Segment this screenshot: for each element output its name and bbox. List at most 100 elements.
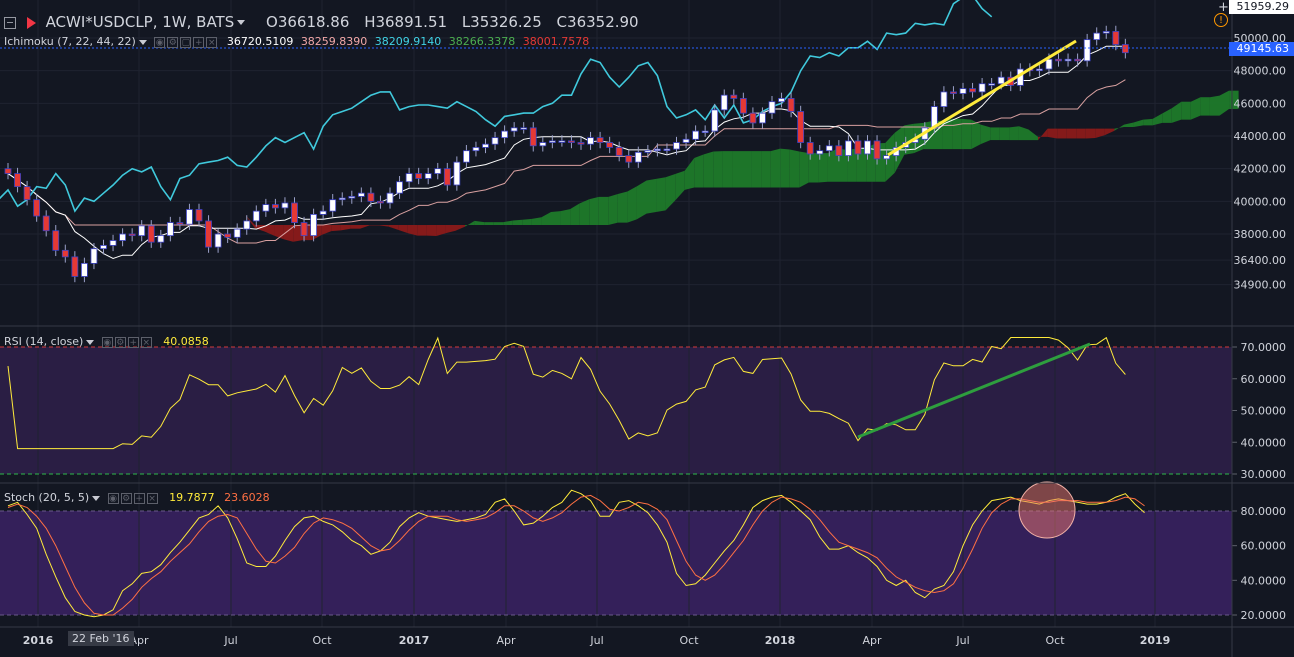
rsi-pane[interactable] [0,336,1232,475]
candle-up [816,150,824,155]
format-icon[interactable]: ▢ [180,36,192,48]
candle-up [692,130,699,140]
cloud-segment-bull [1209,95,1220,116]
price-tick-label: 38000.00 [1234,228,1287,241]
ichimoku-lines [0,0,1126,260]
candle-up [634,151,642,163]
eye-icon[interactable]: ◉ [154,36,166,48]
candle-down [33,199,41,217]
collapse-icon[interactable] [4,16,16,29]
ichimoku-label[interactable]: Ichimoku (7, 22, 44, 22) [4,35,136,48]
ichimoku-caret-icon[interactable] [138,39,147,45]
settings-icon[interactable]: ⚙ [167,36,179,48]
highlight-circle [1018,481,1076,539]
rsi-caret-icon[interactable] [86,339,95,345]
stoch-remove-icon[interactable]: × [146,492,158,504]
stoch-label[interactable]: Stoch (20, 5, 5) [4,491,90,504]
stoch-caret-icon[interactable] [92,495,101,501]
symbol-header[interactable]: ACWI*USDCLP, 1W, BATS O36618.86 H36891.5… [4,13,639,31]
candle-up [587,137,594,145]
cloud-segment-bull [656,177,666,212]
time-tick-label: 2016 [23,634,54,647]
candle-up [768,101,776,114]
cloud-segment-bull [1190,97,1201,120]
candle-up [233,228,241,238]
stoch-legend[interactable]: Stoch (20, 5, 5) ◉ ⚙ + × 19.7877 23.6028 [4,491,270,504]
candle-down [797,111,805,143]
cloud-segment-bull [1124,122,1134,128]
price-tick-label: 40000.00 [1234,195,1287,208]
more-icon[interactable]: + [193,36,205,48]
rsi-label[interactable]: RSI (14, close) [4,335,84,348]
rsi-eye-icon[interactable]: ◉ [101,336,113,348]
candle-down [749,112,757,124]
candle-up [491,137,499,145]
cloud-segment-bull [684,158,695,190]
cloud-segment-bull [952,118,962,150]
candle-down [195,209,203,222]
stoch-pane[interactable] [0,481,1232,618]
cloud-segment-bull [990,127,1000,141]
cloud-segment-bear [407,225,418,236]
cloud-segment-bull [770,148,781,188]
remove-icon[interactable]: × [206,36,218,48]
alert-icon[interactable]: ! [1214,13,1228,27]
cloud-segment-bull [541,211,551,226]
cloud-segment-bull [636,180,647,220]
cloud-segment-bull [837,148,848,182]
cloud-segment-bear [360,225,370,229]
candle-down [615,147,623,157]
cloud-segment-bull [999,127,1010,141]
candle-up [644,150,652,153]
cloud-segment-bull [732,151,742,188]
ichimoku-value-4: 38266.3378 [448,35,516,48]
cloud-segment-bull [503,220,513,226]
candle-up [310,213,318,237]
crosshair-plus-icon[interactable]: + [1218,0,1229,15]
symbol-name[interactable]: ACWI*USDCLP, 1W, BATS [45,13,235,31]
stoch-k-value: 19.7877 [169,491,215,504]
ohlc-close: C36352.90 [556,13,639,31]
stoch-more-icon[interactable]: + [133,492,145,504]
candle-up [214,233,222,248]
cloud-segment-bull [493,222,504,226]
rsi-trend-line [857,342,1091,439]
top-price-tag: 51959.29 [1228,0,1294,14]
stoch-eye-icon[interactable]: ◉ [107,492,119,504]
rsi-remove-icon[interactable]: × [140,336,152,348]
candle-up [997,76,1005,85]
ichimoku-legend[interactable]: Ichimoku (7, 22, 44, 22) ◉ ⚙ ▢ + × 36720.510… [4,35,589,48]
candle-down [625,155,633,163]
rsi-settings-icon[interactable]: ⚙ [114,336,126,348]
candlestick-series[interactable] [0,25,1232,283]
rsi-legend[interactable]: RSI (14, close) ◉ ⚙ + × 40.0858 [4,335,209,348]
stoch-settings-icon[interactable]: ⚙ [120,492,132,504]
price-tick-label: 46000.00 [1234,97,1287,110]
cloud-segment-bear [340,225,351,231]
cloud-segment-bull [799,151,809,188]
flag-icon [26,16,36,29]
candle-down [300,222,308,237]
candle-down [128,233,136,237]
rsi-more-icon[interactable]: + [127,336,139,348]
candle-down [529,127,537,147]
stoch-d-line [7,494,1145,616]
cloud-segment-bull [961,118,972,150]
cloud-segment-bear [1076,128,1086,139]
time-tick-label: Jul [223,634,237,647]
time-tick-label: Oct [312,634,332,647]
cloud-segment-bear [379,225,389,227]
price-tick-label: 50000.00 [1234,32,1287,45]
cloud-segment-bull [856,147,867,182]
candle-up [510,127,518,132]
cloud-segment-bull [579,199,590,226]
cloud-segment-bull [484,222,494,226]
chikou-line [0,0,993,213]
stoch-tick-label: 20.0000 [1241,609,1287,622]
symbol-caret-icon[interactable] [237,20,246,25]
candle-up [1102,31,1110,34]
candle-up [434,168,442,174]
cloud-segment-bull [627,186,637,223]
cloud-segment-bull [560,209,571,226]
